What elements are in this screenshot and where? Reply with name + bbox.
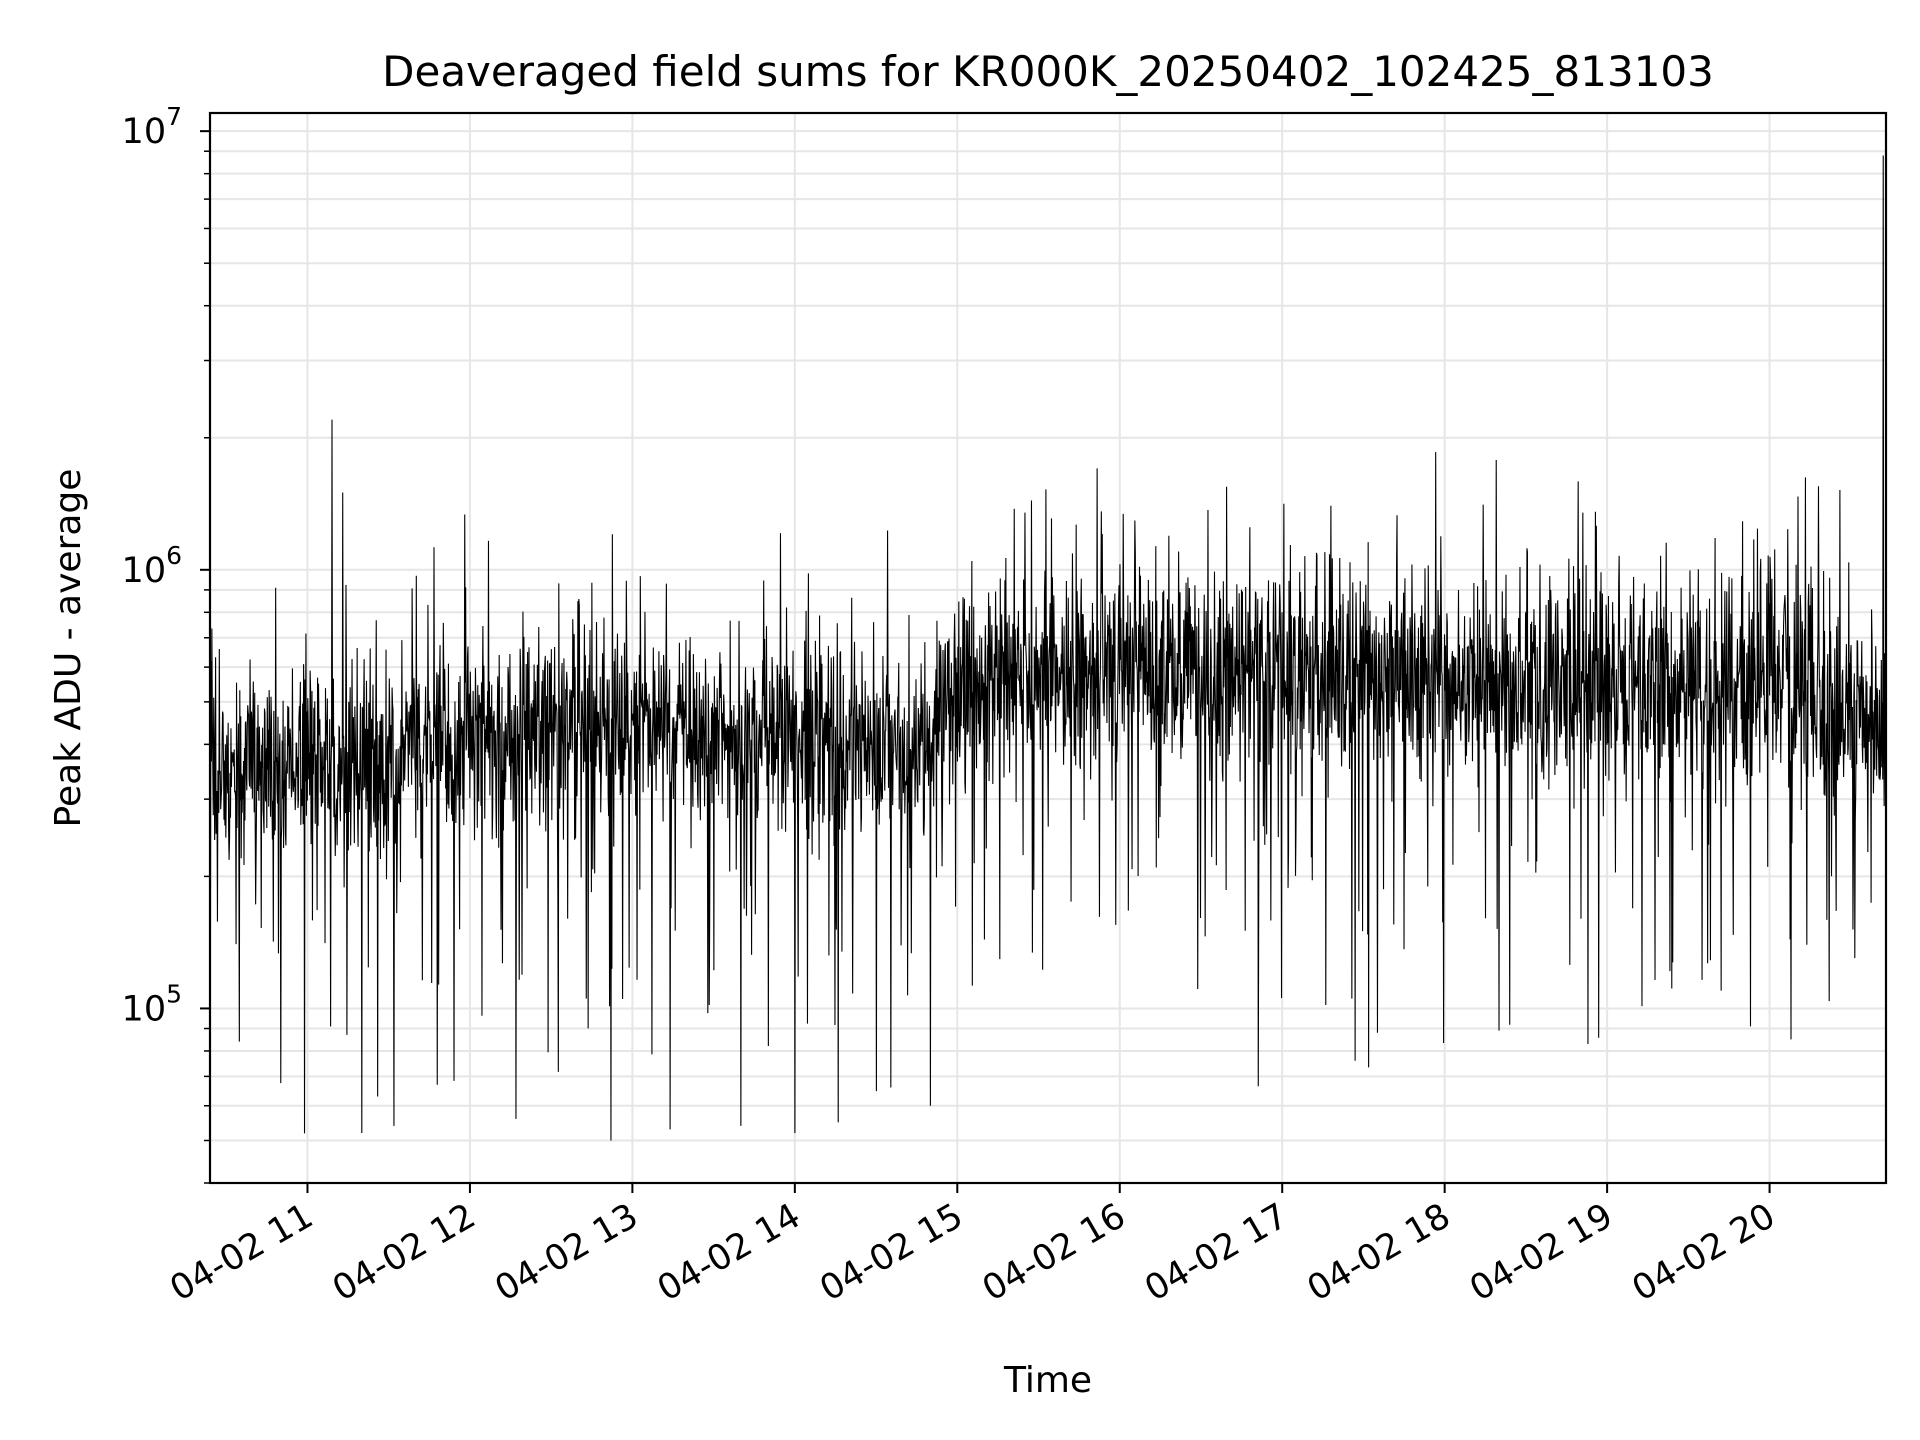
y-tick-label: 105 xyxy=(122,979,182,1029)
x-axis-label: Time xyxy=(1003,1360,1092,1401)
y-tick-base: 10 xyxy=(122,112,167,152)
y-tick-base: 10 xyxy=(122,551,167,591)
y-tick-exponent: 7 xyxy=(166,102,182,131)
plot-frame xyxy=(208,111,1888,1185)
y-axis-label: Peak ADU - average xyxy=(48,469,89,828)
series-line xyxy=(209,155,1887,1141)
y-tick-base: 10 xyxy=(122,989,167,1029)
chart-title: Deaveraged field sums for KR000K_2025040… xyxy=(382,47,1714,96)
y-tick-label: 106 xyxy=(122,541,182,591)
y-tick-exponent: 6 xyxy=(166,541,182,570)
y-tick-exponent: 5 xyxy=(166,979,182,1008)
y-tick-label: 107 xyxy=(122,102,182,152)
series-path xyxy=(209,155,1887,1141)
